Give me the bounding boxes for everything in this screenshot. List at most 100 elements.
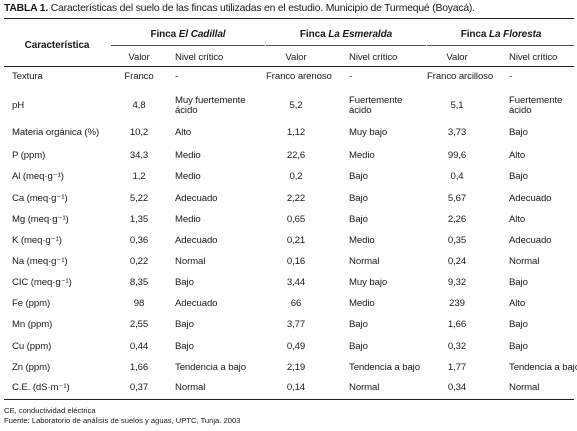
level-cell: Normal — [509, 256, 540, 267]
level-cell: Bajo — [175, 341, 194, 352]
level-cell: Bajo — [349, 193, 368, 204]
level-cell: Muy fuertemente — [175, 95, 246, 106]
header-farm-2: Finca La Esmeralda — [266, 29, 426, 41]
row-label: pH — [12, 100, 25, 111]
value-cell: 1,2 — [132, 171, 146, 182]
value-cell: 0,36 — [129, 235, 149, 246]
header-farm-name: El Cadillal — [178, 29, 226, 40]
value-cell: 5,2 — [289, 100, 303, 111]
value-cell: 2,22 — [286, 193, 306, 204]
value-cell: 1,77 — [447, 362, 467, 373]
header-bottom-rule — [4, 66, 574, 67]
level-cell: Bajo — [509, 171, 528, 182]
value-cell: 66 — [290, 298, 302, 309]
value-cell: 239 — [449, 298, 465, 309]
value-cell: 3,73 — [447, 127, 467, 138]
value-cell: 0,49 — [286, 341, 306, 352]
value-cell: 0,24 — [447, 256, 467, 267]
header-level: Nivel crítico — [349, 52, 398, 63]
level-cell: Bajo — [349, 341, 368, 352]
level-cell: Adecuado — [509, 235, 552, 246]
level-cell: Normal — [175, 382, 206, 393]
row-label: Na (meq·g⁻¹) — [12, 256, 68, 267]
level-cell: ácido — [175, 105, 198, 116]
row-label: CIC (meq·g⁻¹) — [12, 277, 72, 288]
row-label: Ca (meq·g⁻¹) — [12, 193, 68, 204]
row-label: Materia orgánica (%) — [12, 127, 100, 138]
value-cell: 2,26 — [447, 214, 467, 225]
level-cell: - — [509, 71, 513, 82]
value-cell: 1,66 — [447, 319, 467, 330]
level-cell: Medio — [349, 150, 375, 161]
table-caption-text: Características del suelo de las fincas … — [50, 3, 475, 14]
value-cell: 98 — [133, 298, 145, 309]
bottom-rule — [4, 399, 574, 400]
value-cell: 0,32 — [447, 341, 467, 352]
value-cell: Franco arcilloso — [427, 71, 494, 82]
row-label: Cu (ppm) — [12, 341, 52, 352]
level-cell: Tendencia a bajo — [175, 362, 246, 373]
header-value: Valor — [285, 52, 307, 63]
level-cell: Adecuado — [175, 298, 218, 309]
value-cell: 22,6 — [286, 150, 306, 161]
value-cell: 5,67 — [447, 193, 467, 204]
row-label: Fe (ppm) — [12, 298, 51, 309]
value-cell: 0,4 — [450, 171, 464, 182]
level-cell: Normal — [349, 256, 380, 267]
value-cell: 0,2 — [289, 171, 303, 182]
value-cell: 1,35 — [129, 214, 149, 225]
value-cell: 0,14 — [286, 382, 306, 393]
level-cell: Alto — [509, 150, 526, 161]
level-cell: Bajo — [349, 214, 368, 225]
top-rule — [4, 18, 574, 19]
row-label: Mn (ppm) — [12, 319, 53, 330]
level-cell: Muy bajo — [349, 127, 388, 138]
row-label: C.E. (dS·m⁻¹) — [12, 382, 70, 393]
table-caption-label: TABLA 1. — [4, 3, 49, 14]
value-cell: 10,2 — [129, 127, 149, 138]
header-farm-prefix: Finca — [460, 29, 487, 40]
value-cell: 3,44 — [286, 277, 306, 288]
farm-rule-3 — [427, 45, 574, 46]
header-level: Nivel crítico — [509, 52, 558, 63]
value-cell: 0,65 — [286, 214, 306, 225]
level-cell: - — [175, 71, 179, 82]
level-cell: Tendencia a bajo — [349, 362, 420, 373]
level-cell: Fuertemente — [349, 95, 403, 106]
table-caption: TABLA 1. Características del suelo de la… — [4, 3, 475, 14]
row-label: K (meq·g⁻¹) — [12, 235, 62, 246]
level-cell: Muy bajo — [349, 277, 388, 288]
level-cell: Tendencia a bajo — [509, 362, 577, 373]
header-farm-name: La Floresta — [489, 29, 542, 40]
value-cell: 5,1 — [450, 100, 464, 111]
farm-rule-2 — [266, 45, 426, 46]
value-cell: 0,16 — [286, 256, 306, 267]
value-cell: 34,3 — [129, 150, 149, 161]
level-cell: Bajo — [175, 277, 194, 288]
value-cell: 0,22 — [129, 256, 149, 267]
level-cell: Bajo — [509, 127, 528, 138]
level-cell: Medio — [175, 171, 201, 182]
header-farm-name: La Esmeralda — [328, 29, 393, 40]
header-farm-prefix: Finca — [299, 29, 326, 40]
header-value: Valor — [446, 52, 468, 63]
row-label: Al (meq·g⁻¹) — [12, 171, 64, 182]
value-cell: Franco arenoso — [266, 71, 332, 82]
value-cell: 2,19 — [286, 362, 306, 373]
level-cell: Bajo — [175, 319, 194, 330]
level-cell: ácido — [509, 105, 532, 116]
value-cell: Franco — [124, 71, 154, 82]
value-cell: 8,35 — [129, 277, 149, 288]
header-farm-3: Finca La Floresta — [427, 29, 575, 41]
value-cell: 3,77 — [286, 319, 306, 330]
farm-rule-1 — [111, 45, 265, 46]
value-cell: 0,44 — [129, 341, 149, 352]
level-cell: Bajo — [349, 171, 368, 182]
level-cell: Medio — [349, 235, 375, 246]
level-cell: Adecuado — [509, 193, 552, 204]
level-cell: Medio — [175, 150, 201, 161]
level-cell: Bajo — [349, 319, 368, 330]
value-cell: 9,32 — [447, 277, 467, 288]
level-cell: Bajo — [509, 341, 528, 352]
level-cell: ácido — [349, 105, 372, 116]
